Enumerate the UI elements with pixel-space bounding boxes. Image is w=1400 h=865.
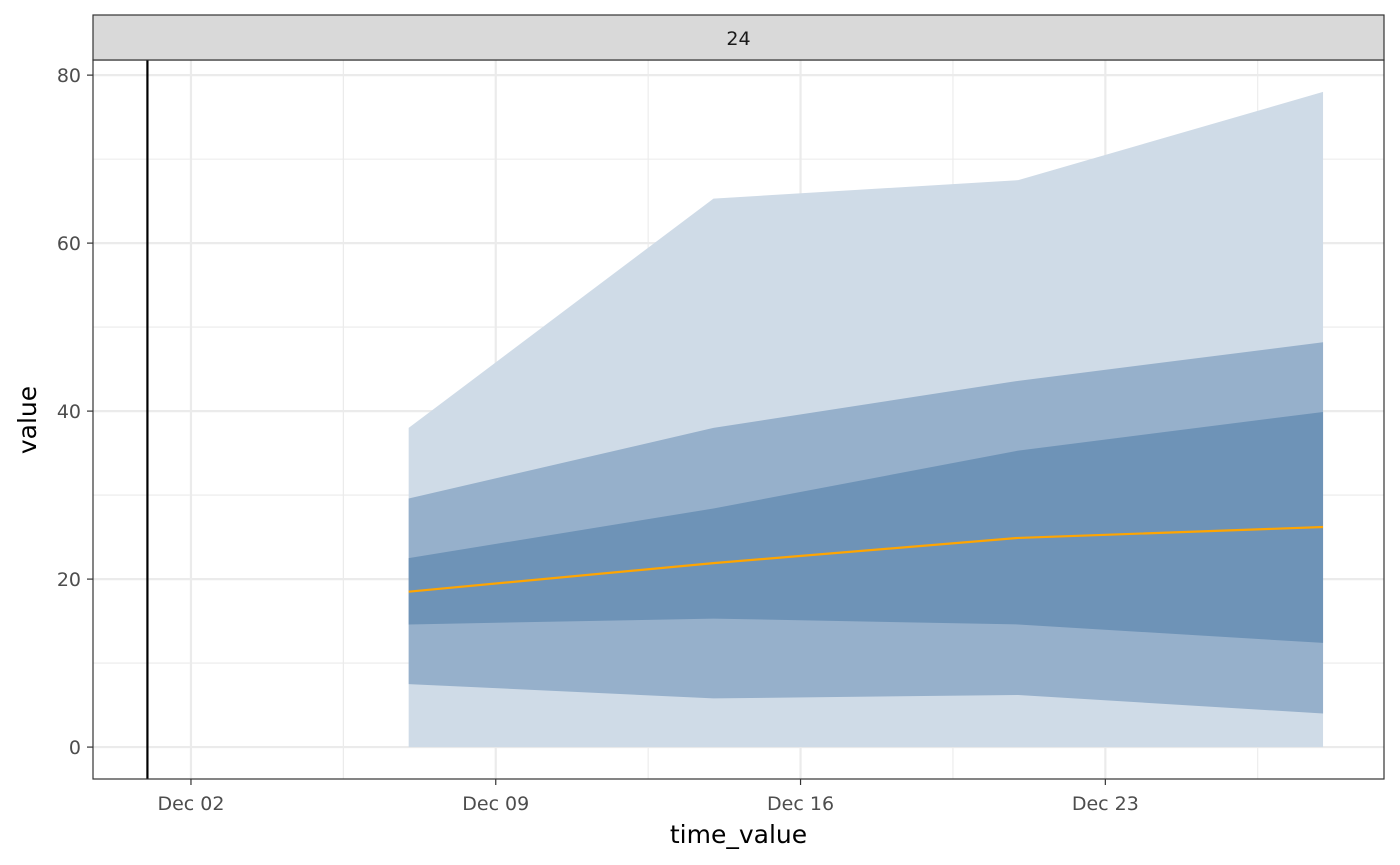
facet-strip <box>92 14 1385 61</box>
y-axis-title: value <box>13 386 42 454</box>
x-axis-title: time_value <box>670 820 807 849</box>
y-tick-label-3: 60 <box>57 233 81 255</box>
y-tick-label-1: 20 <box>57 569 81 591</box>
y-tick-label-2: 40 <box>57 401 81 423</box>
median-line <box>408 525 1324 593</box>
y-tick-label-4: 80 <box>57 65 81 87</box>
facet-strip-label: 24 <box>726 28 750 50</box>
x-tick-label-2: Dec 16 <box>767 793 834 815</box>
y-tick-label-0: 0 <box>69 737 81 759</box>
x-axis: Dec 02 Dec 09 Dec 16 Dec 23 <box>157 779 1139 815</box>
forecast-bands <box>408 91 1324 748</box>
x-tick-label-0: Dec 02 <box>157 793 224 815</box>
x-tick-label-1: Dec 09 <box>462 793 529 815</box>
x-tick-label-3: Dec 23 <box>1072 793 1139 815</box>
y-axis: 0 20 40 60 80 <box>57 65 93 759</box>
band-inner <box>408 411 1324 643</box>
